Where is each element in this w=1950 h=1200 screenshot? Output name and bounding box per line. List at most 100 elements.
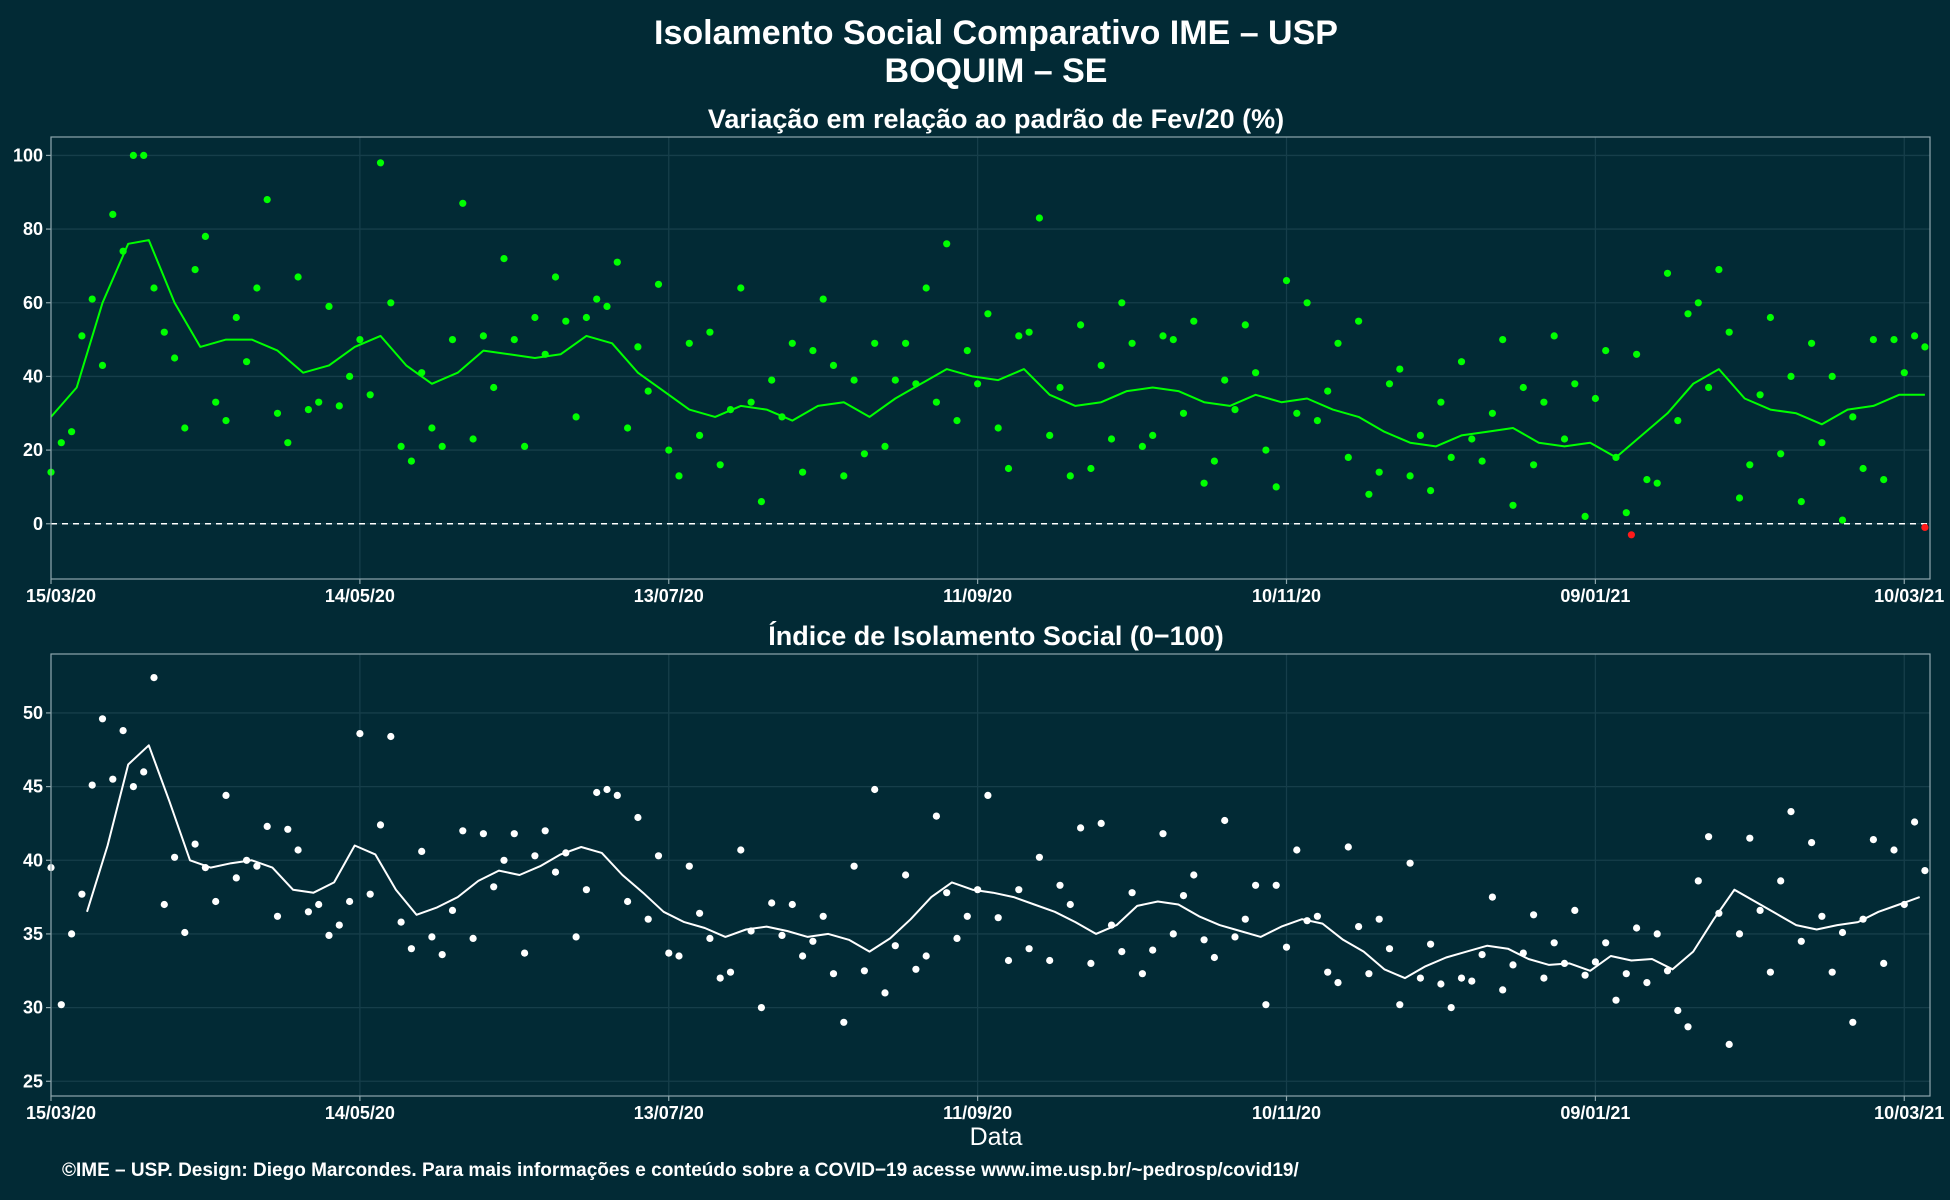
variation-point <box>1303 299 1311 307</box>
variation-point <box>1766 313 1774 322</box>
x-tick-label: 11/09/20 <box>943 1103 1012 1123</box>
y-tick-label: 30 <box>23 998 43 1018</box>
variation-point <box>1282 277 1291 285</box>
plot-frame <box>50 653 1931 1097</box>
variation-point <box>984 310 992 318</box>
variation-point <box>1828 372 1836 380</box>
index-point <box>1169 930 1177 938</box>
index-point <box>1746 834 1754 842</box>
variation-point <box>387 299 395 307</box>
variation-point <box>1169 336 1177 344</box>
variation-point <box>1252 369 1260 377</box>
variation-point <box>1674 417 1682 425</box>
index-point <box>891 942 899 950</box>
index-point <box>428 933 436 941</box>
index-point <box>819 912 827 920</box>
variation-point <box>1334 339 1342 347</box>
index-point <box>1210 953 1218 962</box>
variation-point <box>1663 269 1672 277</box>
index-point <box>1571 906 1579 915</box>
variation-point <box>1118 299 1126 307</box>
variation-point <box>68 428 76 436</box>
index-point <box>551 868 560 876</box>
index-point <box>1509 961 1517 969</box>
variation-point <box>1808 339 1816 347</box>
variation-point <box>593 295 601 303</box>
variation-point <box>335 402 343 410</box>
index-point <box>1684 1023 1692 1031</box>
variation-point <box>88 295 96 303</box>
index-point <box>1077 824 1085 832</box>
x-tick-label: 11/09/20 <box>943 586 1012 606</box>
variation-point <box>490 383 498 392</box>
variation-point <box>366 391 374 399</box>
variation-point <box>582 313 591 322</box>
index-point <box>1880 959 1888 968</box>
variation-point <box>57 439 65 447</box>
index-point <box>1849 1018 1857 1026</box>
index-point <box>448 906 457 915</box>
variation-point <box>531 313 539 322</box>
index-point <box>253 862 261 870</box>
index-point <box>346 897 354 906</box>
y-tick-label: 0 <box>33 514 43 534</box>
variation-point <box>438 442 446 450</box>
index-point <box>1334 979 1342 987</box>
variation-point <box>315 398 323 406</box>
index-point <box>634 813 642 822</box>
variation-point <box>1694 299 1702 307</box>
variation-point <box>1581 512 1589 521</box>
index-point <box>1396 1001 1404 1009</box>
variation-point <box>1735 494 1744 502</box>
variation-point <box>129 151 137 159</box>
variation-point <box>181 424 189 432</box>
index-point <box>1097 819 1105 828</box>
variation-point <box>943 240 951 248</box>
variation-point <box>1324 387 1332 395</box>
variation-point <box>747 398 755 406</box>
index-point <box>726 968 735 976</box>
y-tick-label: 40 <box>23 850 43 870</box>
variation-point <box>1066 472 1074 480</box>
index-point <box>1313 912 1321 920</box>
index-point <box>902 871 910 879</box>
variation-point <box>757 498 766 506</box>
variation-point <box>273 409 282 417</box>
index-point <box>1633 924 1641 932</box>
index-point <box>582 886 591 894</box>
index-point <box>613 791 621 800</box>
index-point <box>1869 836 1877 844</box>
variation-point <box>1107 435 1116 443</box>
index-point <box>160 900 168 909</box>
variation-point <box>1385 380 1394 388</box>
panel-2-title: Índice de Isolamento Social (0−100) <box>768 620 1223 651</box>
variation-point <box>994 424 1002 432</box>
panel-index: 25 30 35 40 45 50 15/03/20 14/05/20 13/07/20 11/0… <box>23 653 1944 1123</box>
variation-point <box>1725 328 1733 336</box>
y-tick-label: 35 <box>23 924 43 944</box>
variation-point <box>407 457 415 465</box>
index-point <box>1138 970 1146 978</box>
x-tick-label: 10/11/20 <box>1252 1103 1321 1123</box>
index-point <box>1200 936 1208 944</box>
index-point <box>840 1018 848 1026</box>
index-point <box>109 775 117 783</box>
index-point <box>510 830 518 838</box>
index-point <box>1622 970 1630 978</box>
x-tick-label: 13/07/20 <box>634 1103 704 1123</box>
index-point <box>778 931 786 940</box>
variation-point <box>500 255 508 263</box>
variation-point <box>1478 457 1486 465</box>
index-point <box>799 952 807 960</box>
variation-point <box>1869 336 1877 344</box>
variation-point <box>603 302 611 310</box>
moving-average-line <box>86 744 1921 980</box>
variation-point <box>1293 409 1301 417</box>
index-point <box>850 862 858 870</box>
variation-point <box>932 398 941 406</box>
y-tick-label: 20 <box>23 440 43 460</box>
variation-point <box>304 406 312 414</box>
variation-point <box>1015 332 1023 340</box>
index-point <box>212 897 220 906</box>
